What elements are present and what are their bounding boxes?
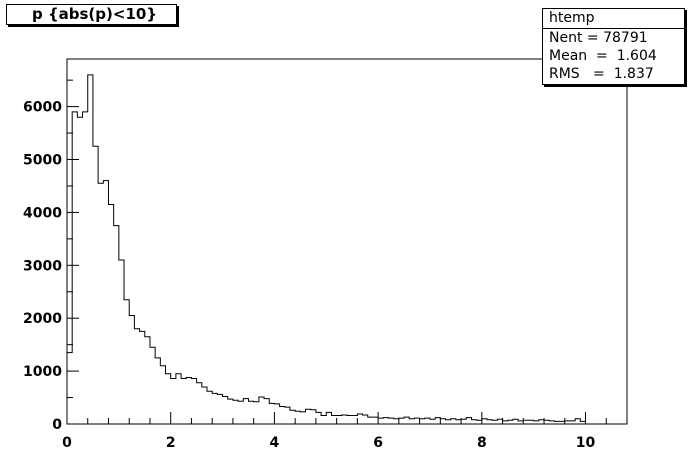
y-tick-label: 0 <box>52 417 62 433</box>
x-tick-label: 8 <box>477 435 487 451</box>
y-axis: 0 1000 2000 3000 4000 5000 6000 <box>23 79 79 433</box>
histogram-series <box>66 74 587 424</box>
stats-value: 78791 <box>603 30 648 46</box>
x-tick-label: 2 <box>166 435 176 451</box>
plot-frame <box>66 58 628 425</box>
x-tick-label: 6 <box>373 435 383 451</box>
stats-label: RMS <box>549 66 580 82</box>
stats-value: 1.604 <box>616 48 657 64</box>
y-tick-label: 5000 <box>23 153 62 169</box>
stats-row-mean: Mean = 1.604 <box>549 48 657 64</box>
stats-row-entries: Nent = 78791 <box>549 30 648 46</box>
x-tick-label: 0 <box>62 435 72 451</box>
x-tick-label: 10 <box>576 435 596 451</box>
stats-value: 1.837 <box>613 66 654 82</box>
y-tick-label: 1000 <box>23 364 62 380</box>
chart-title: p {abs(p)<10} <box>32 5 157 23</box>
y-tick-label: 2000 <box>23 311 62 327</box>
y-tick-label: 6000 <box>23 100 62 116</box>
y-tick-label: 4000 <box>23 205 62 221</box>
x-axis: 0 2 4 6 8 10 <box>62 412 628 451</box>
stats-histogram-name: htemp <box>543 9 684 29</box>
x-tick-label: 4 <box>270 435 280 451</box>
stats-label: Nent <box>549 30 583 46</box>
y-tick-label: 3000 <box>23 258 62 274</box>
stats-row-rms: RMS = 1.837 <box>549 66 654 82</box>
stats-label: Mean <box>549 48 588 64</box>
stats-box: htemp Nent = 78791 Mean = 1.604 RMS = 1.… <box>542 8 685 85</box>
chart-title-box: p {abs(p)<10} <box>6 4 177 25</box>
